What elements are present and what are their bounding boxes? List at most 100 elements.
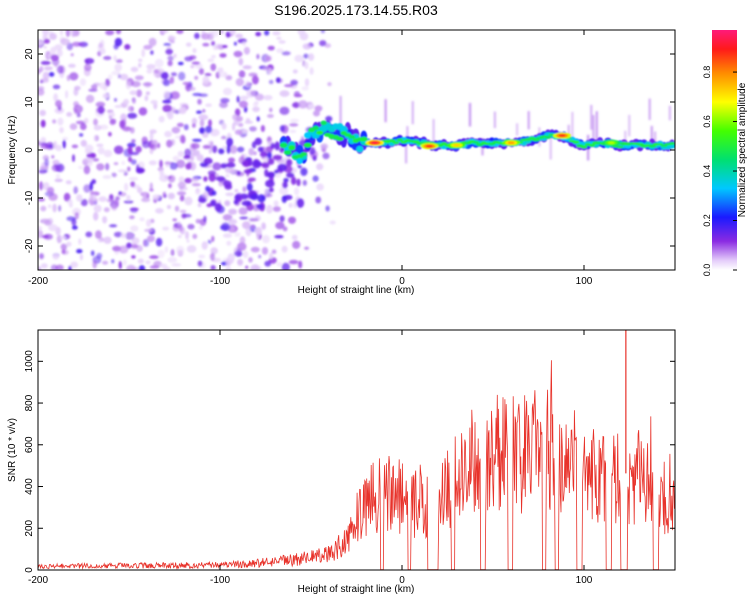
- heatmap-cell: [88, 88, 98, 92]
- colorbar-tick-label: 0.6: [702, 115, 712, 128]
- heatmap-cell: [138, 107, 148, 116]
- heatmap-cell: [144, 228, 154, 232]
- heatmap-cell: [188, 86, 196, 91]
- heatmap-cell: [266, 204, 273, 214]
- heatmap-cell: [220, 163, 228, 169]
- x-tick-label: -200: [28, 276, 48, 287]
- heatmap-cell: [236, 95, 240, 103]
- heatmap-cell: [197, 98, 202, 105]
- snr-axes-frame: [37, 329, 676, 571]
- heatmap-cell: [312, 175, 319, 182]
- heatmap-cell: [226, 144, 231, 154]
- heatmap-cell: [141, 48, 146, 58]
- heatmap-cell: [39, 253, 44, 260]
- heatmap-cell: [264, 260, 272, 267]
- heatmap-cell: [113, 145, 124, 155]
- y-tick-label: 400: [24, 478, 35, 495]
- heatmap-cell: [171, 126, 181, 134]
- heatmap-cell: [245, 227, 252, 237]
- heatmap-cell: [126, 242, 132, 249]
- heatmap-cell: [292, 69, 298, 74]
- heatmap-cell: [92, 158, 100, 162]
- heatmap-cell: [126, 194, 131, 202]
- heatmap-cell: [182, 81, 190, 86]
- heatmap-cell: [279, 186, 289, 195]
- heatmap-cell: [256, 235, 260, 240]
- heatmap-cell: [85, 94, 95, 103]
- heatmap-cell: [226, 137, 234, 147]
- heatmap-cell: [69, 123, 78, 130]
- heatmap-cell: [149, 255, 159, 259]
- heatmap-cell: [114, 37, 123, 47]
- heatmap-cell: [243, 169, 253, 174]
- heatmap-cell: [40, 263, 48, 269]
- heatmap-cell: [304, 61, 309, 70]
- heatmap-cell: [281, 51, 291, 56]
- heatmap-cell: [91, 84, 98, 90]
- heatmap-cell: [170, 91, 180, 100]
- heatmap-cell: [283, 178, 289, 183]
- heatmap-cell: [76, 112, 81, 118]
- heatmap-cell: [276, 262, 283, 267]
- heatmap-cell: [71, 225, 78, 230]
- spectrogram-y-ticks: -20 -10 0 10 20: [24, 48, 675, 253]
- heatmap-cell: [221, 135, 227, 140]
- heatmap-cell: [176, 191, 187, 196]
- heatmap-cell: [250, 246, 260, 253]
- heatmap-cell: [265, 179, 275, 188]
- heatmap-cell: [168, 183, 172, 189]
- x-tick-label: -100: [210, 575, 230, 586]
- heatmap-cell: [203, 176, 208, 182]
- heatmap-cell: [54, 178, 63, 182]
- heatmap-cell: [59, 30, 64, 36]
- heatmap-cell: [102, 260, 109, 265]
- heatmap-cell: [161, 30, 169, 34]
- heatmap-cell: [102, 84, 108, 91]
- heatmap-cell: [308, 104, 315, 110]
- heatmap-cell: [179, 209, 187, 213]
- heatmap-cell: [225, 173, 230, 178]
- heatmap-cell: [73, 186, 78, 195]
- heatmap-cell: [316, 163, 324, 171]
- heatmap-cell: [290, 176, 297, 185]
- heatmap-cell: [96, 143, 104, 147]
- heatmap-cell: [270, 142, 276, 150]
- heatmap-cell: [212, 162, 222, 171]
- heatmap-cell: [179, 102, 189, 107]
- heatmap-cell: [256, 204, 264, 209]
- heatmap-hotspot: [607, 141, 615, 145]
- heatmap-cell: [279, 90, 290, 97]
- heatmap-cell: [203, 157, 213, 165]
- heatmap-cell: [115, 30, 122, 35]
- heatmap-cell: [55, 173, 61, 181]
- heatmap-cell: [233, 250, 243, 257]
- heatmap-cell: [78, 238, 82, 245]
- y-tick-label: 600: [24, 436, 35, 453]
- heatmap-cell: [242, 250, 249, 259]
- heatmap-cell: [189, 55, 197, 60]
- y-tick-label: -10: [24, 190, 35, 205]
- heatmap-cell: [186, 245, 197, 253]
- heatmap-cell: [160, 71, 169, 80]
- heatmap-cell: [291, 234, 298, 241]
- heatmap-cell: [262, 66, 269, 71]
- heatmap-cell: [249, 126, 257, 132]
- heatmap-cell: [164, 130, 173, 138]
- heatmap-cell: [159, 263, 168, 268]
- heatmap-cell: [320, 143, 329, 150]
- heatmap-cell: [278, 40, 286, 44]
- heatmap-cell: [137, 258, 144, 264]
- heatmap-cell: [69, 72, 79, 81]
- heatmap-cell: [138, 62, 142, 68]
- heatmap-cell: [68, 265, 72, 270]
- heatmap-cell: [191, 117, 198, 125]
- heatmap-cell: [154, 58, 164, 68]
- heatmap-cell: [97, 105, 105, 115]
- heatmap-cell: [97, 147, 105, 155]
- heatmap-cell: [118, 191, 122, 195]
- heatmap-cell: [49, 33, 57, 40]
- heatmap-cell: [40, 60, 51, 65]
- colorbar-tick-label: 0.8: [702, 66, 712, 79]
- heatmap-cell: [123, 171, 128, 176]
